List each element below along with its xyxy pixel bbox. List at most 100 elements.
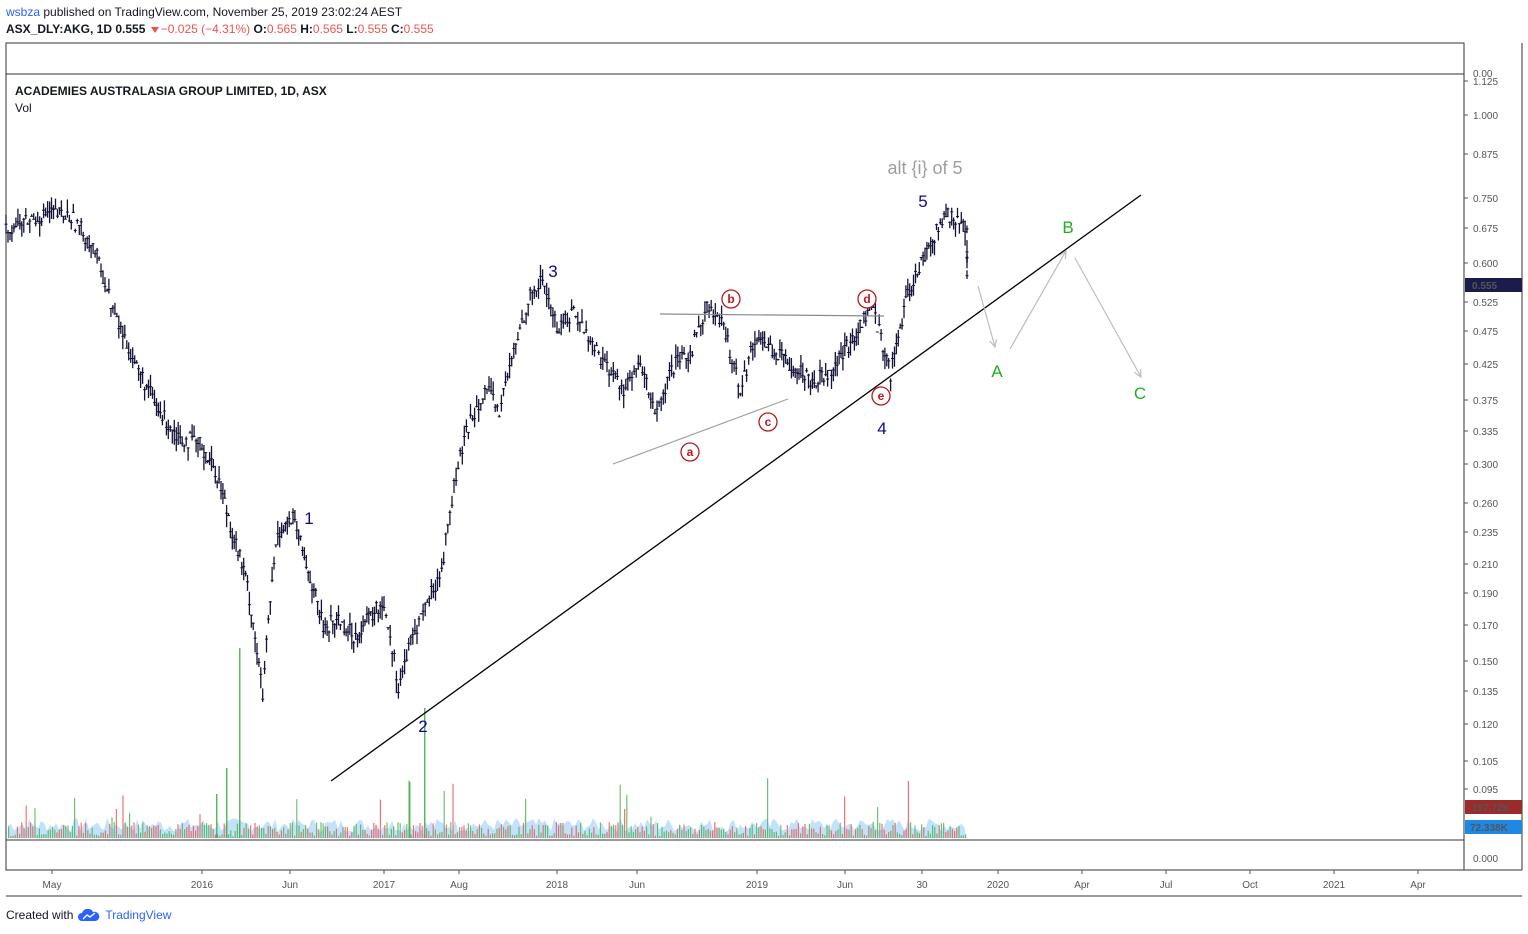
volume-bar [643,831,645,838]
volume-bar [10,836,12,838]
volume-bar [274,828,276,838]
volume-bar [591,832,593,838]
volume-bar [364,830,366,838]
volume-bar [756,823,758,838]
volume-bar [850,824,852,838]
volume-bar [947,830,949,838]
arrow-to-b-head [1059,249,1067,260]
volume-bar [742,832,744,838]
volume-bar [599,822,601,838]
volume-bar [96,834,98,838]
subwave-circle [758,412,778,432]
volume-bar [21,822,23,838]
volume-bar [848,829,850,838]
subwave-label: a [687,445,694,459]
arrow-to-c-head [1134,368,1142,379]
volume-bar [494,833,496,838]
volume-bar [958,826,960,838]
volume-bar [852,835,854,838]
volume-bar [896,832,898,838]
volume-bar [201,822,203,838]
price-tick-label: 0.190 [1473,589,1498,600]
volume-spike [216,794,218,838]
volume-bar [789,835,791,838]
volume-bar [934,826,936,838]
volume-bar [476,829,478,838]
volume-bar [630,826,632,838]
volume-bar [342,826,344,838]
volume-bar [729,829,731,838]
volume-bar [120,834,122,838]
volume-bar [52,826,54,838]
volume-bar [646,826,648,838]
volume-bar [927,830,929,838]
volume-bar [681,829,683,838]
volume-bar [586,835,588,838]
volume-bar [727,834,729,838]
volume-bar [505,829,507,838]
volume-bar [641,826,643,838]
volume-bar [872,822,874,838]
volume-spike [424,708,426,838]
volume-bar [157,825,159,838]
volume-bar [140,832,142,838]
volume-bar [459,827,461,838]
volume-bar [507,826,509,838]
volume-bar [938,824,940,838]
volume-bar [910,822,912,838]
volume-bar [357,834,359,838]
volume-bar [692,833,694,838]
high-label: H: [300,22,313,36]
volume-bar [344,827,346,838]
volume-bar [661,826,663,838]
tradingview-link[interactable]: TradingView [105,908,172,922]
wave-label-1: 1 [304,509,313,528]
volume-bar [166,833,168,838]
subwave-b: b [721,289,741,309]
price-tick-label: 0.260 [1473,499,1498,510]
volume-bar [353,825,355,838]
volume-bar [602,833,604,838]
volume-spike [226,768,228,838]
volume-bar [890,830,892,838]
author-link[interactable]: wsbza [6,5,41,19]
volume-bar [936,833,938,838]
price-tick-label: 0.235 [1473,528,1498,539]
volume-bar [712,830,714,838]
volume-bar [654,835,656,838]
volume-bar [782,835,784,838]
volume-bar [76,835,78,838]
volume-bar [718,827,720,838]
volume-bar [30,822,32,838]
volume-bar [731,826,733,838]
price-tick-label: 0.105 [1473,757,1498,768]
subwave-label: c [765,415,772,429]
volume-bar [696,834,698,838]
volume-bar [8,826,10,838]
volume-bar [573,835,575,838]
arrow-to-c [1074,257,1142,378]
volume-bar [210,824,212,838]
volume-bar [278,834,280,838]
volume-bar [313,835,315,838]
volume-bar [399,823,401,838]
volume-bar [905,828,907,838]
volume-bar [857,827,859,838]
volume-bar [126,826,128,838]
publish-text: published on TradingView.com, November 2… [40,5,403,19]
abc-label-B: B [1062,218,1073,237]
price-tick-label: 0.170 [1473,621,1498,632]
time-tick-label: 30 [916,880,928,891]
volume-bar [129,812,131,838]
volume-bar [498,827,500,838]
volume-bar [531,825,533,838]
volume-bar [903,830,905,838]
price-tick-label: 0.425 [1473,360,1498,371]
volume-bar [560,823,562,838]
subwave-circle [680,442,700,462]
volume-bar [610,826,612,838]
subwave-a: a [680,442,700,462]
volume-bar [538,824,540,838]
volume-bar [580,823,582,838]
